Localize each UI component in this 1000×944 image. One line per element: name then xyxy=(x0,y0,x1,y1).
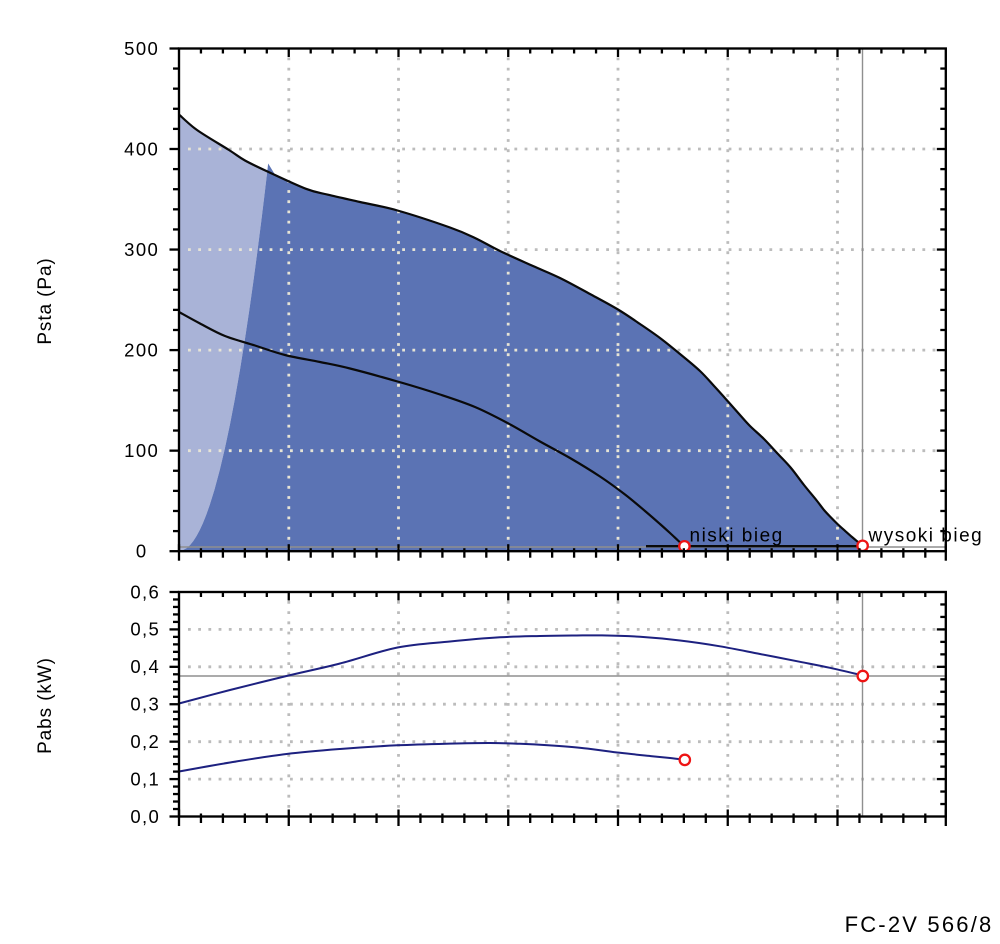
svg-text:0,5: 0,5 xyxy=(130,619,160,640)
svg-text:0,0: 0,0 xyxy=(130,806,160,827)
svg-text:0,2: 0,2 xyxy=(130,731,160,752)
svg-text:400: 400 xyxy=(124,138,159,159)
svg-text:niski bieg: niski bieg xyxy=(690,526,784,547)
svg-text:wysoki bieg: wysoki bieg xyxy=(868,526,984,547)
svg-text:100: 100 xyxy=(124,440,159,461)
svg-text:0,4: 0,4 xyxy=(130,656,160,677)
svg-text:0: 0 xyxy=(136,541,148,562)
svg-text:300: 300 xyxy=(124,239,159,260)
svg-text:0,6: 0,6 xyxy=(130,581,160,602)
svg-text:FC-2V 566/8: FC-2V 566/8 xyxy=(845,912,994,937)
svg-text:0,1: 0,1 xyxy=(130,768,160,789)
svg-text:Pabs (kW): Pabs (kW) xyxy=(35,657,56,754)
svg-text:500: 500 xyxy=(124,38,159,59)
svg-text:Psta (Pa): Psta (Pa) xyxy=(35,257,56,344)
svg-text:0,3: 0,3 xyxy=(130,694,160,715)
svg-text:200: 200 xyxy=(124,339,159,360)
